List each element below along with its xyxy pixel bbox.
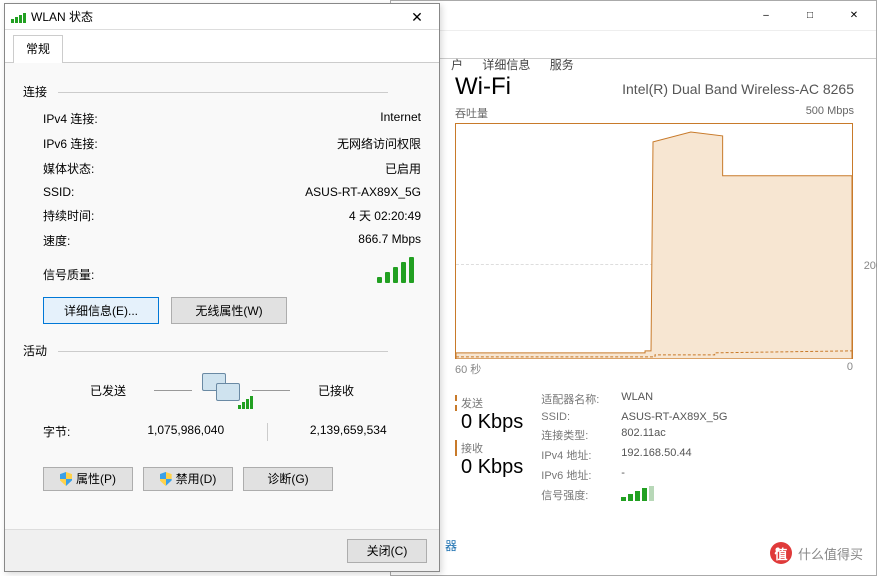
info-ipv6-v: - bbox=[621, 467, 625, 483]
wifi-icon bbox=[11, 11, 25, 23]
details-button[interactable]: 详细信息(E)... bbox=[43, 297, 159, 324]
taskmgr-tab-strip: 户 详细信息 服务 bbox=[391, 31, 876, 59]
shield-icon bbox=[60, 472, 72, 486]
sent-label: 已发送 bbox=[68, 382, 148, 399]
media-label: 媒体状态: bbox=[43, 160, 153, 177]
properties-button-label: 属性(P) bbox=[76, 468, 116, 490]
info-conntype-k: 连接类型: bbox=[541, 427, 621, 443]
watermark-logo: 值 bbox=[770, 542, 792, 564]
send-rate-label: 发送 bbox=[455, 395, 523, 411]
send-rate-value: 0 bbox=[461, 411, 472, 433]
wlan-tab-strip: 常规 bbox=[5, 30, 439, 63]
info-adapter-name-v: WLAN bbox=[621, 391, 653, 407]
info-ssid-k: SSID: bbox=[541, 411, 621, 423]
watermark: 值 什么值得买 bbox=[766, 540, 867, 566]
watermark-text: 什么值得买 bbox=[798, 544, 863, 563]
recv-rate-value: 0 bbox=[461, 456, 472, 478]
chart-xleft: 60 秒 bbox=[455, 361, 481, 377]
wlan-title-bar: WLAN 状态 ✕ bbox=[5, 4, 439, 30]
taskmgr-window: – □ ✕ 户 详细信息 服务 Wi-Fi Intel(R) Dual Band… bbox=[390, 0, 877, 576]
section-activity-label: 活动 bbox=[23, 344, 47, 358]
wireless-props-button[interactable]: 无线属性(W) bbox=[171, 297, 287, 324]
recv-rate-unit: Kbps bbox=[478, 456, 524, 478]
duration-label: 持续时间: bbox=[43, 207, 153, 224]
taskmgr-close-button[interactable]: ✕ bbox=[832, 1, 876, 30]
diagnose-button-label: 诊断(G) bbox=[267, 468, 308, 490]
wlan-status-dialog: WLAN 状态 ✕ 常规 连接 IPv4 连接: Internet IPv6 连接… bbox=[4, 3, 440, 572]
chart-ymid-label: 200 Mbps bbox=[864, 260, 877, 272]
tab-services[interactable]: 服务 bbox=[542, 53, 582, 76]
chart-ytop-label: 500 Mbps bbox=[806, 105, 854, 121]
info-conntype-v: 802.11ac bbox=[621, 427, 665, 443]
ipv4-value: Internet bbox=[380, 110, 421, 127]
info-signal-k: 信号强度: bbox=[541, 487, 621, 503]
speed-value: 866.7 Mbps bbox=[358, 232, 421, 249]
recv-label: 已接收 bbox=[296, 382, 376, 399]
taskmgr-minimize-button[interactable]: – bbox=[744, 1, 788, 30]
info-ipv4-k: IPv4 地址: bbox=[541, 447, 621, 463]
recv-rate-label: 接收 bbox=[455, 440, 523, 456]
bytes-recv-value: 2,139,659,534 bbox=[276, 423, 422, 441]
disable-button-label: 禁用(D) bbox=[176, 468, 217, 490]
ipv4-label: IPv4 连接: bbox=[43, 110, 153, 127]
info-adapter-name-k: 适配器名称: bbox=[541, 391, 621, 407]
adapter-model: Intel(R) Dual Band Wireless-AC 8265 bbox=[622, 81, 854, 97]
signal-strength-icon bbox=[377, 257, 421, 283]
adapter-info: 适配器名称:WLAN SSID:ASUS-RT-AX89X_5G 连接类型:80… bbox=[541, 389, 727, 505]
throughput-label: 吞吐量 bbox=[455, 105, 488, 121]
section-connection-label: 连接 bbox=[23, 85, 47, 99]
bytes-sent-value: 1,075,986,040 bbox=[113, 423, 259, 441]
wifi-heading: Wi-Fi bbox=[455, 73, 511, 101]
ssid-value: ASUS-RT-AX89X_5G bbox=[305, 185, 421, 199]
wlan-title-text: WLAN 状态 bbox=[31, 4, 93, 30]
media-value: 已启用 bbox=[385, 160, 421, 177]
disable-button[interactable]: 禁用(D) bbox=[143, 467, 233, 491]
close-button[interactable]: 关闭(C) bbox=[347, 539, 427, 563]
ipv6-value: 无网络访问权限 bbox=[337, 135, 421, 152]
wlan-close-button[interactable]: ✕ bbox=[395, 4, 439, 30]
shield-icon bbox=[160, 472, 172, 486]
diagnose-button[interactable]: 诊断(G) bbox=[243, 467, 333, 491]
properties-button[interactable]: 属性(P) bbox=[43, 467, 133, 491]
send-rate-unit: Kbps bbox=[478, 411, 524, 433]
taskmgr-maximize-button[interactable]: □ bbox=[788, 1, 832, 30]
wlan-footer: 关闭(C) bbox=[5, 529, 439, 571]
signal-bars-icon bbox=[621, 487, 661, 501]
network-activity-icon bbox=[198, 371, 246, 409]
speed-label: 速度: bbox=[43, 232, 153, 249]
ipv6-label: IPv6 连接: bbox=[43, 135, 153, 152]
chart-xright: 0 bbox=[847, 361, 853, 377]
section-activity: 活动 bbox=[23, 342, 421, 359]
partial-text: 器 bbox=[445, 537, 457, 554]
ssid-label: SSID: bbox=[43, 185, 153, 199]
bytes-label: 字节: bbox=[43, 423, 113, 441]
signal-label: 信号质量: bbox=[43, 266, 153, 283]
section-connection: 连接 bbox=[23, 83, 421, 100]
info-ssid-v: ASUS-RT-AX89X_5G bbox=[621, 411, 727, 423]
info-ipv4-v: 192.168.50.44 bbox=[621, 447, 691, 463]
duration-value: 4 天 02:20:49 bbox=[349, 207, 421, 224]
tab-general[interactable]: 常规 bbox=[13, 35, 63, 63]
throughput-chart: 200 Mbps bbox=[455, 123, 853, 359]
taskmgr-titlebar: – □ ✕ bbox=[391, 1, 876, 31]
info-ipv6-k: IPv6 地址: bbox=[541, 467, 621, 483]
rates-panel: 发送 0 Kbps 接收 0 Kbps bbox=[455, 389, 523, 505]
